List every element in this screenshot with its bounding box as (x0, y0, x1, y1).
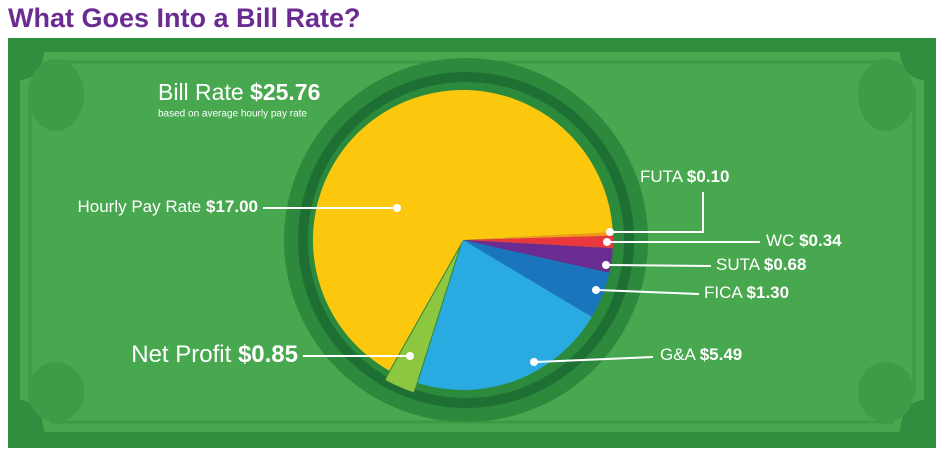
slice-name: WC (766, 231, 794, 250)
total-text: Bill Rate $25.76 (158, 79, 320, 105)
total-label: Bill Rate (158, 79, 244, 105)
corner-medallion (858, 59, 914, 131)
chart-title: What Goes Into a Bill Rate? (8, 3, 361, 33)
slice-label: WC $0.34 (766, 231, 842, 250)
slice-value: $1.30 (747, 283, 790, 302)
total-value: $25.76 (250, 79, 320, 105)
slice-name: Net Profit (131, 341, 231, 368)
leader-dot (606, 228, 614, 236)
leader-dot (602, 261, 610, 269)
pie-slice (463, 235, 613, 249)
slice-label: FICA $1.30 (704, 283, 789, 302)
leader-line (597, 289, 700, 295)
leader-dot (603, 238, 611, 246)
slice-name: FUTA (640, 167, 684, 186)
slice-value: $17.00 (206, 197, 258, 216)
corner-medallion (858, 362, 914, 422)
leader-line (612, 192, 704, 233)
leader-dot (393, 204, 401, 212)
pie-slice (463, 232, 613, 240)
slice-label: FUTA $0.10 (640, 167, 729, 186)
leader-dot (592, 286, 600, 294)
slice-label: Hourly Pay Rate $17.00 (77, 197, 258, 216)
leader-line (607, 264, 712, 267)
slice-label: Net Profit $0.85 (131, 341, 298, 368)
slice-value: $0.34 (799, 231, 842, 250)
leader-line (535, 356, 654, 363)
corner-medallion (28, 362, 84, 422)
slice-name: SUTA (716, 255, 761, 274)
total-note: based on average hourly pay rate (158, 109, 307, 120)
slice-name: Hourly Pay Rate (77, 197, 201, 216)
pie-slice (417, 240, 592, 390)
slice-label: SUTA $0.68 (716, 255, 806, 274)
pie-slice (313, 89, 613, 371)
leader-dot (406, 352, 414, 360)
slice-value: $5.49 (700, 345, 743, 364)
pie-slice (463, 240, 610, 317)
slice-value: $0.68 (764, 255, 807, 274)
slice-name: FICA (704, 283, 743, 302)
slice-label: G&A $5.49 (660, 345, 742, 364)
corner-medallion (28, 59, 84, 131)
slice-name: G&A (660, 345, 697, 364)
leader-dot (530, 358, 538, 366)
pie-slice (463, 240, 613, 273)
slice-value: $0.10 (687, 167, 730, 186)
slice-value: $0.85 (238, 341, 298, 368)
